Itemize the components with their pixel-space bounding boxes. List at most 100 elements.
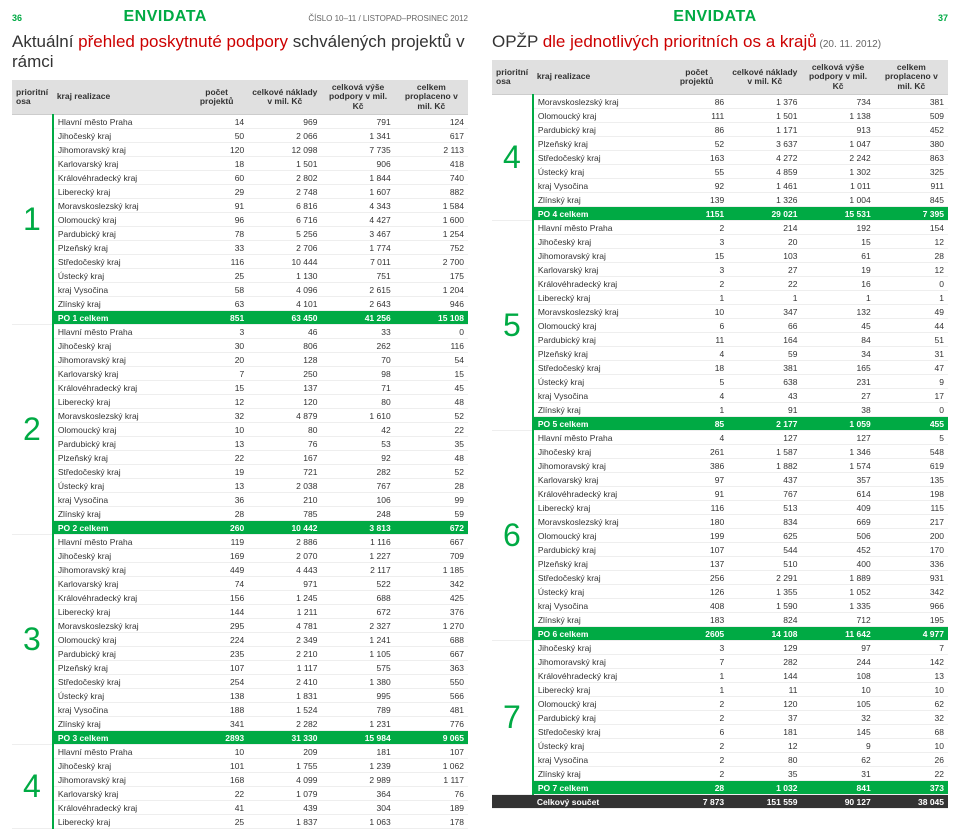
value-cell: 175 <box>395 269 468 283</box>
value-cell: 439 <box>248 801 321 815</box>
value-cell: 36 <box>185 493 248 507</box>
value-cell: 913 <box>801 123 874 137</box>
value-cell: 120 <box>248 395 321 409</box>
value-cell: 99 <box>395 493 468 507</box>
value-cell: 2 113 <box>395 143 468 157</box>
value-cell: 92 <box>321 451 394 465</box>
value-cell: 22 <box>185 451 248 465</box>
value-cell: 10 <box>875 739 948 753</box>
table-row: Středočeský kraj1972128252 <box>12 465 468 479</box>
kraj-cell: Jihočeský kraj <box>53 759 185 773</box>
kraj-cell: Jihomoravský kraj <box>53 563 185 577</box>
value-cell: 995 <box>321 689 394 703</box>
kraj-cell: Moravskoslezský kraj <box>53 619 185 633</box>
kraj-cell: Olomoucký kraj <box>533 319 665 333</box>
value-cell: 163 <box>665 151 728 165</box>
th-osa: prioritní osa <box>12 80 53 115</box>
sum-row: PO 4 celkem115129 02115 5317 395 <box>492 207 948 221</box>
value-cell: 452 <box>875 123 948 137</box>
kraj-cell: Plzeňský kraj <box>53 661 185 675</box>
header-left: 36 ENVIDATA ČÍSLO 10–11 / LISTOPAD–PROSI… <box>12 8 468 26</box>
th-kraj: kraj realizace <box>53 80 185 115</box>
header-right: ENVIDATA 37 <box>492 8 948 26</box>
value-cell: 1 341 <box>321 129 394 143</box>
table-row: Liberecký kraj116513409115 <box>492 501 948 515</box>
value-cell: 26 <box>875 753 948 767</box>
value-cell: 400 <box>801 557 874 571</box>
kraj-cell: Moravskoslezský kraj <box>533 305 665 319</box>
value-cell: 19 <box>185 465 248 479</box>
page-number-left: 36 <box>12 13 22 23</box>
value-cell: 27 <box>801 389 874 403</box>
value-cell: 12 <box>185 395 248 409</box>
value-cell: 2 <box>665 739 728 753</box>
kraj-cell: Zlínský kraj <box>533 767 665 781</box>
value-cell: 882 <box>395 185 468 199</box>
kraj-cell: Středočeský kraj <box>533 151 665 165</box>
value-cell: 911 <box>875 179 948 193</box>
table-row: kraj Vysočina4081 5901 335966 <box>492 599 948 613</box>
value-cell: 1 610 <box>321 409 394 423</box>
kraj-cell: Hlavní město Praha <box>53 535 185 549</box>
value-cell: 409 <box>801 501 874 515</box>
value-cell: 1 831 <box>248 689 321 703</box>
table-right: prioritní osa kraj realizace počet proje… <box>492 60 948 809</box>
value-cell: 181 <box>321 745 394 759</box>
value-cell: 49 <box>875 305 948 319</box>
value-cell: 80 <box>248 423 321 437</box>
left-column: 36 ENVIDATA ČÍSLO 10–11 / LISTOPAD–PROSI… <box>0 0 480 837</box>
sum-value: 2893 <box>185 731 248 745</box>
value-cell: 111 <box>665 109 728 123</box>
value-cell: 1 130 <box>248 269 321 283</box>
value-cell: 544 <box>728 543 801 557</box>
table-row: kraj Vysočina2806226 <box>492 753 948 767</box>
value-cell: 6 816 <box>248 199 321 213</box>
sum-value: 15 531 <box>801 207 874 221</box>
kraj-cell: Karlovarský kraj <box>533 263 665 277</box>
table-row: kraj Vysočina4432717 <box>492 389 948 403</box>
value-cell: 619 <box>875 459 948 473</box>
table-row: Jihomoravský kraj7282244142 <box>492 655 948 669</box>
table-row: Ústecký kraj1261 3551 052342 <box>492 585 948 599</box>
table-row: 3Hlavní město Praha1192 8861 116667 <box>12 535 468 549</box>
value-cell: 50 <box>185 129 248 143</box>
value-cell: 5 <box>875 431 948 445</box>
value-cell: 969 <box>248 115 321 129</box>
value-cell: 2 242 <box>801 151 874 165</box>
kraj-cell: Olomoucký kraj <box>53 423 185 437</box>
value-cell: 752 <box>395 241 468 255</box>
table-row: Karlovarský kraj221 07936476 <box>12 787 468 801</box>
value-cell: 105 <box>801 697 874 711</box>
kraj-cell: Středočeský kraj <box>53 675 185 689</box>
value-cell: 80 <box>728 753 801 767</box>
value-cell: 126 <box>665 585 728 599</box>
kraj-cell: Moravskoslezský kraj <box>533 95 665 109</box>
sum-value: 28 <box>665 781 728 795</box>
brand-right: ENVIDATA <box>673 8 756 26</box>
value-cell: 52 <box>395 409 468 423</box>
table-row: Zlínský kraj2353122 <box>492 767 948 781</box>
sum-value: 455 <box>875 417 948 431</box>
value-cell: 107 <box>395 745 468 759</box>
value-cell: 1 117 <box>395 773 468 787</box>
table-row: Královéhradecký kraj1561 245688425 <box>12 591 468 605</box>
kraj-cell: Jihomoravský kraj <box>533 655 665 669</box>
table-row: Královéhradecký kraj151377145 <box>12 381 468 395</box>
value-cell: 137 <box>665 557 728 571</box>
value-cell: 231 <box>801 375 874 389</box>
value-cell: 34 <box>801 347 874 361</box>
title-left-pre: Aktuální <box>12 32 78 51</box>
value-cell: 3 <box>665 235 728 249</box>
table-row: Olomoucký kraj1111 5011 138509 <box>492 109 948 123</box>
value-cell: 740 <box>395 171 468 185</box>
value-cell: 709 <box>395 549 468 563</box>
value-cell: 189 <box>395 801 468 815</box>
table-row: Jihomoravský kraj4494 4432 1171 185 <box>12 563 468 577</box>
value-cell: 91 <box>185 199 248 213</box>
value-cell: 22 <box>875 767 948 781</box>
table-row: Jihočeský kraj3201512 <box>492 235 948 249</box>
kraj-cell: kraj Vysočina <box>533 179 665 193</box>
value-cell: 32 <box>185 409 248 423</box>
value-cell: 10 <box>665 305 728 319</box>
value-cell: 376 <box>395 605 468 619</box>
